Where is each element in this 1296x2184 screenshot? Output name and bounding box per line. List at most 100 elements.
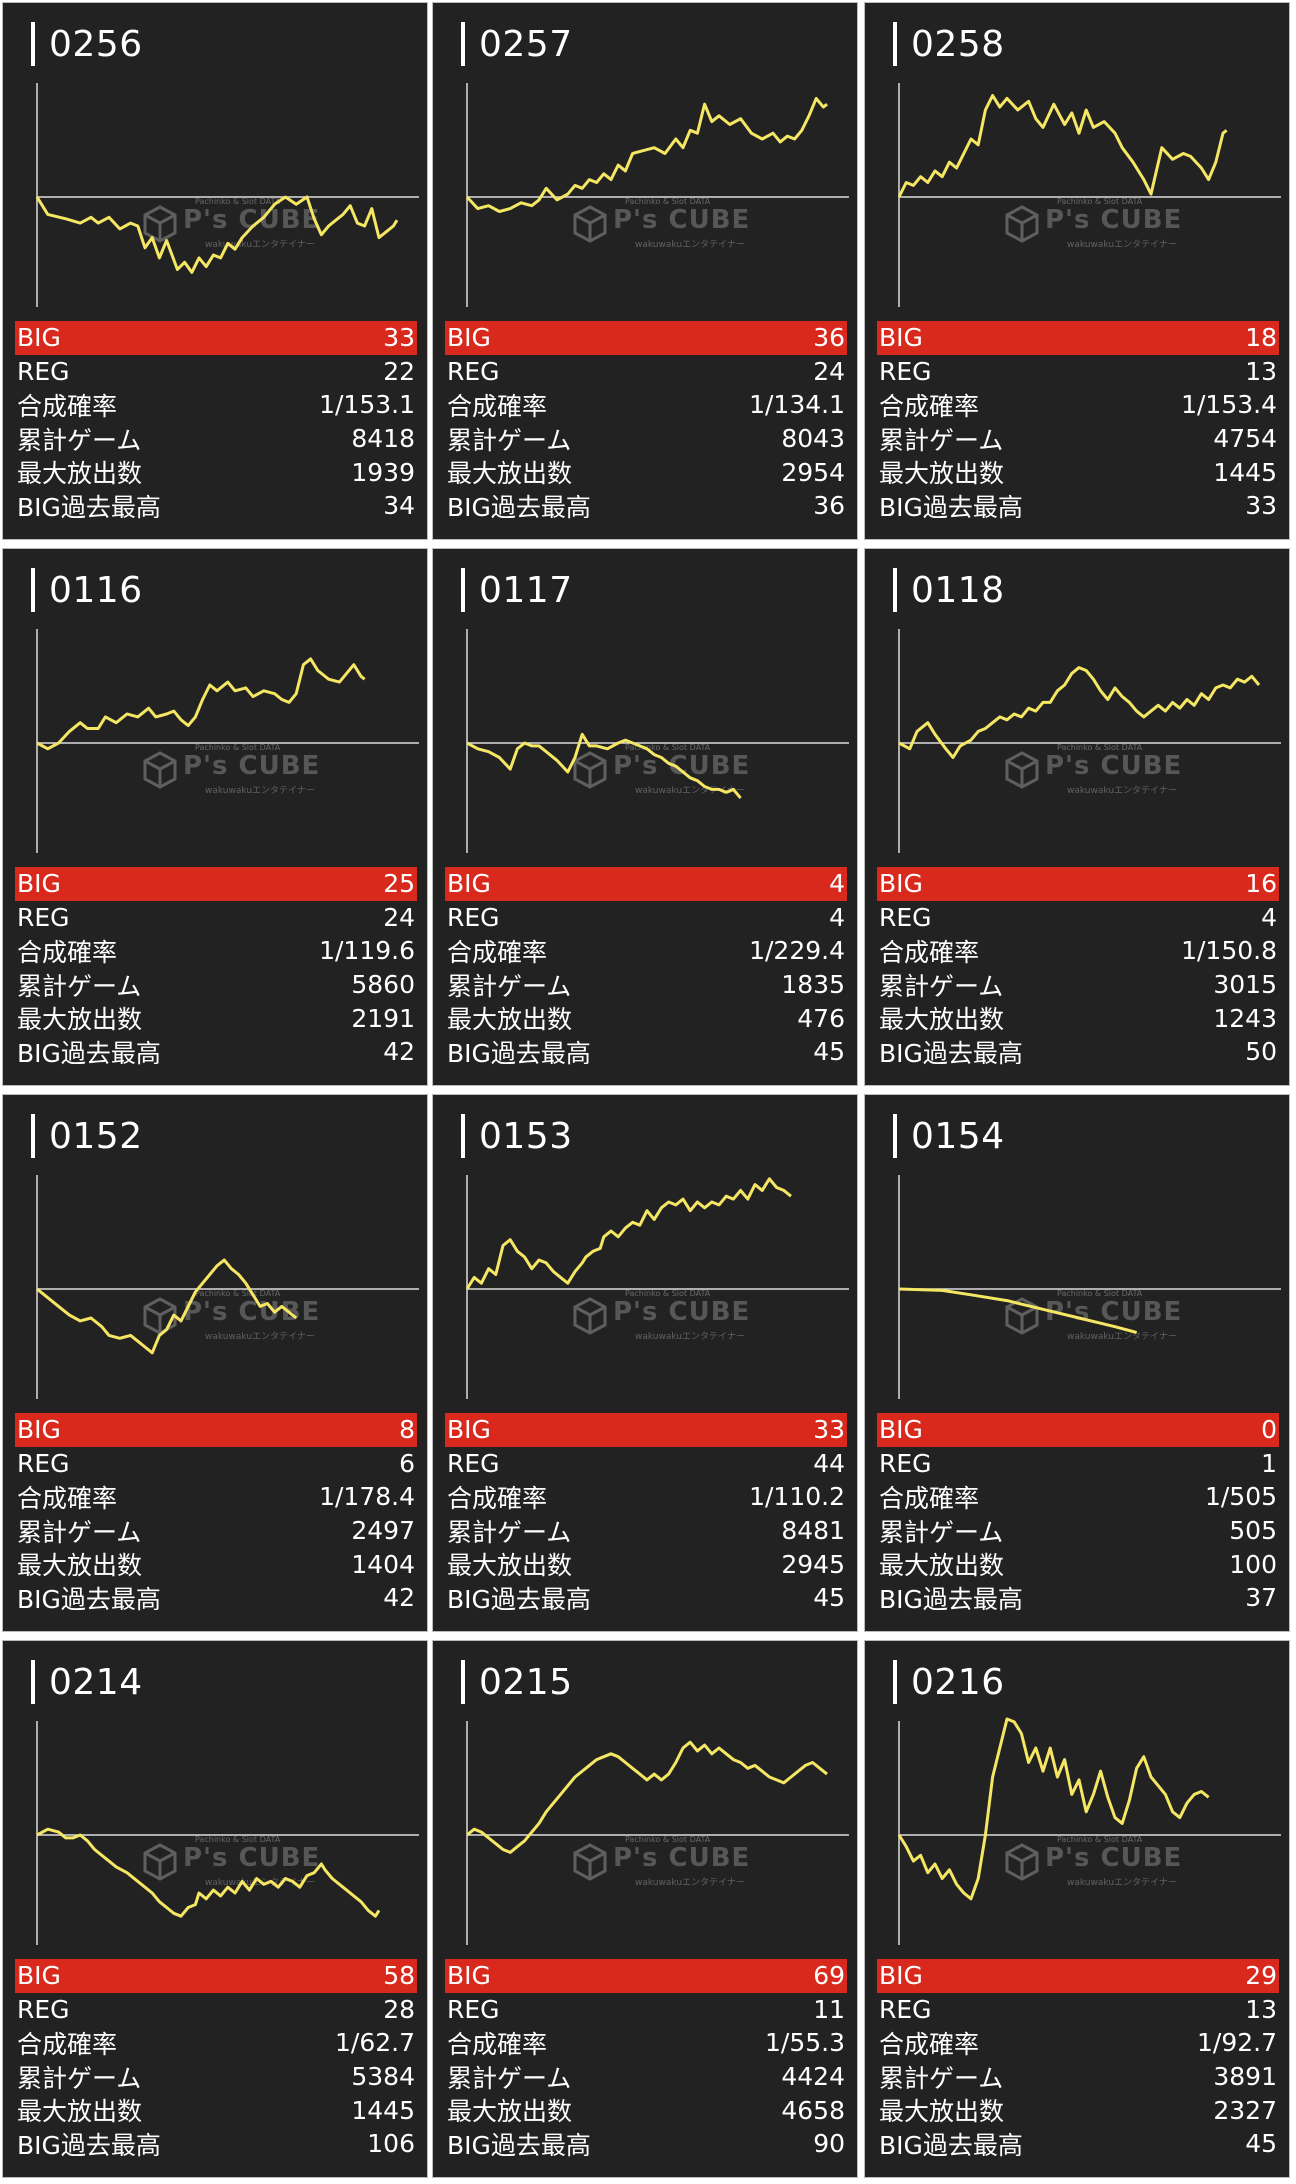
- stat-label: BIG過去最高: [879, 492, 1023, 522]
- machine-panel[interactable]: 0152 Pachinko & Slot DATA P's CUBE wakuwaku…: [2, 1094, 428, 1632]
- machine-panel[interactable]: 0153 Pachinko & Slot DATA P's CUBE wakuwaku…: [432, 1094, 858, 1632]
- trend-chart: [36, 1175, 419, 1399]
- machine-panel[interactable]: 0257 Pachinko & Slot DATA P's CUBE wakuwaku…: [432, 2, 858, 540]
- cube-icon: [1005, 205, 1039, 243]
- trend-graph: Pachinko & Slot DATA P's CUBE wakuwakuエンタテ…: [433, 613, 857, 863]
- stat-label: 累計ゲーム: [879, 425, 1004, 455]
- stat-value: 29: [1245, 1961, 1277, 1991]
- stat-label: 最大放出数: [447, 2097, 573, 2127]
- logo-subline: wakuwakuエンタテイナー: [1067, 786, 1177, 796]
- logo-wordmark: P's CUBE: [1045, 1297, 1183, 1327]
- stat-row-rate: 合成確率 1/178.4: [15, 1480, 417, 1514]
- stat-label: REG: [17, 1994, 70, 2024]
- machine-panel[interactable]: 0258 Pachinko & Slot DATA P's CUBE wakuwaku…: [864, 2, 1290, 540]
- stat-value: 1445: [1213, 457, 1277, 487]
- machine-header: 0215: [461, 1659, 573, 1705]
- stat-value: 476: [797, 1003, 845, 1033]
- trend-chart: [465, 83, 849, 307]
- stat-row-max: 最大放出数 1404: [15, 1547, 417, 1581]
- stat-value: 50: [1245, 1037, 1277, 1067]
- cube-icon: [143, 205, 177, 243]
- machine-header: 0118: [893, 567, 1005, 613]
- stat-value: 2191: [351, 1003, 415, 1033]
- stat-label: REG: [17, 1448, 70, 1478]
- stat-value: 24: [383, 902, 415, 932]
- cube-icon: [1005, 1843, 1039, 1881]
- stat-row-best: BIG過去最高 45: [445, 1581, 847, 1615]
- stats-table: BIG 69 REG 11 合成確率 1/55.3 累計ゲーム 4424 最大放出数 4658 BI…: [445, 1959, 847, 2161]
- trend-line: [466, 1740, 828, 1854]
- trend-line: [36, 1827, 381, 1918]
- machine-number: 0258: [911, 23, 1005, 65]
- machine-number: 0116: [49, 569, 143, 611]
- stat-label: BIG: [879, 1961, 923, 1991]
- stat-value: 28: [383, 1994, 415, 2024]
- stat-row-max: 最大放出数 100: [877, 1547, 1279, 1581]
- logo-tagline: Pachinko & Slot DATA: [625, 1835, 711, 1844]
- logo-wordmark: P's CUBE: [1045, 751, 1183, 781]
- header-marker: [893, 1660, 897, 1704]
- stat-row-max: 最大放出数 1445: [15, 2093, 417, 2127]
- stat-value: 1/119.6: [319, 936, 415, 966]
- stat-row-rate: 合成確率 1/153.1: [15, 388, 417, 422]
- stat-label: REG: [879, 1994, 932, 2024]
- stat-value: 2497: [351, 1516, 415, 1546]
- stat-row-games: 累計ゲーム 4754: [877, 422, 1279, 456]
- stat-row-rate: 合成確率 1/110.2: [445, 1480, 847, 1514]
- stat-row-reg: REG 24: [445, 355, 847, 389]
- machine-panel[interactable]: 0256 Pachinko & Slot DATA P's CUBE wakuwaku…: [2, 2, 428, 540]
- machine-panel[interactable]: 0214 Pachinko & Slot DATA P's CUBE wakuwaku…: [2, 1640, 428, 2178]
- trend-line: [466, 732, 742, 800]
- stat-value: 42: [383, 1583, 415, 1613]
- stat-label: 合成確率: [17, 391, 118, 421]
- stat-row-big: BIG 25: [15, 867, 417, 901]
- header-marker: [31, 568, 35, 612]
- stat-value: 1/110.2: [749, 1482, 845, 1512]
- stat-value: 16: [1245, 869, 1277, 899]
- machine-panel[interactable]: 0117 Pachinko & Slot DATA P's CUBE wakuwaku…: [432, 548, 858, 1086]
- stat-value: 5860: [351, 970, 415, 1000]
- stats-table: BIG 29 REG 13 合成確率 1/92.7 累計ゲーム 3891 最大放出数 2327 BI…: [877, 1959, 1279, 2161]
- trend-line: [35, 195, 399, 274]
- stat-label: REG: [879, 356, 932, 386]
- machine-panel[interactable]: 0116 Pachinko & Slot DATA P's CUBE wakuwaku…: [2, 548, 428, 1086]
- logo-tagline: Pachinko & Slot DATA: [625, 1289, 711, 1298]
- stat-label: 最大放出数: [17, 1551, 143, 1581]
- stat-value: 33: [383, 323, 415, 353]
- stat-row-reg: REG 1: [877, 1447, 1279, 1481]
- machine-header: 0216: [893, 1659, 1005, 1705]
- stat-label: 最大放出数: [879, 459, 1005, 489]
- stat-value: 3015: [1213, 970, 1277, 1000]
- stat-row-big: BIG 16: [877, 867, 1279, 901]
- machine-panel[interactable]: 0154 Pachinko & Slot DATA P's CUBE wakuwaku…: [864, 1094, 1290, 1632]
- stat-label: 累計ゲーム: [17, 2063, 142, 2093]
- machine-panel[interactable]: 0118 Pachinko & Slot DATA P's CUBE wakuwaku…: [864, 548, 1290, 1086]
- stat-row-max: 最大放出数 2945: [445, 1547, 847, 1581]
- stat-label: REG: [17, 356, 70, 386]
- stat-row-games: 累計ゲーム 3891: [877, 2060, 1279, 2094]
- trend-graph: Pachinko & Slot DATA P's CUBE wakuwakuエンタテ…: [3, 613, 427, 863]
- machine-header: 0116: [31, 567, 143, 613]
- machine-number: 0153: [479, 1115, 573, 1157]
- logo-wordmark: P's CUBE: [613, 751, 751, 781]
- stat-row-big: BIG 36: [445, 321, 847, 355]
- stat-label: 累計ゲーム: [17, 1517, 142, 1547]
- trend-graph: Pachinko & Slot DATA P's CUBE wakuwakuエンタテ…: [865, 1159, 1289, 1409]
- machine-panel[interactable]: 0216 Pachinko & Slot DATA P's CUBE wakuwaku…: [864, 1640, 1290, 2178]
- stat-value: 8418: [351, 424, 415, 454]
- stat-row-max: 最大放出数 2954: [445, 455, 847, 489]
- cube-icon: [143, 751, 177, 789]
- header-marker: [461, 1114, 465, 1158]
- stat-label: BIG過去最高: [879, 1038, 1023, 1068]
- trend-chart: [36, 629, 419, 853]
- machine-panel[interactable]: 0215 Pachinko & Slot DATA P's CUBE wakuwaku…: [432, 1640, 858, 2178]
- trend-graph: Pachinko & Slot DATA P's CUBE wakuwakuエンタテ…: [433, 1705, 857, 1955]
- stat-row-big: BIG 0: [877, 1413, 1279, 1447]
- stat-label: BIG: [879, 869, 923, 899]
- pscube-logo: Pachinko & Slot DATA P's CUBE wakuwakuエンタテ…: [1005, 197, 1181, 253]
- stat-value: 1/178.4: [319, 1482, 415, 1512]
- trend-line: [898, 1287, 1137, 1334]
- stat-value: 1445: [351, 2095, 415, 2125]
- stat-row-reg: REG 11: [445, 1993, 847, 2027]
- stat-row-games: 累計ゲーム 8418: [15, 422, 417, 456]
